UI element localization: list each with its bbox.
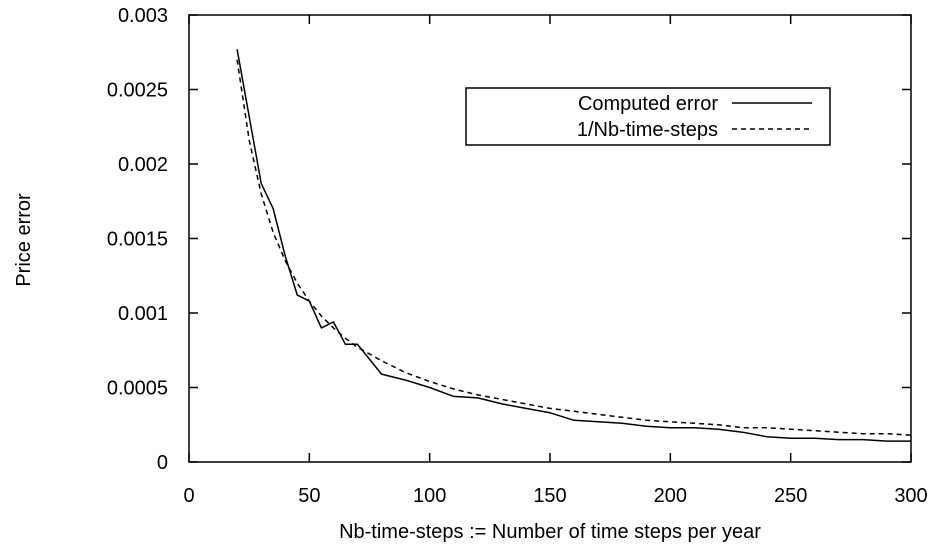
y-tick-label: 0.003 <box>118 5 168 27</box>
legend-label-inverse-steps: 1/Nb-time-steps <box>577 119 718 141</box>
y-tick-label: 0.0015 <box>107 229 168 251</box>
series-layer <box>236 49 912 442</box>
x-tick-label: 100 <box>413 485 446 507</box>
y-tick-label: 0 <box>157 452 168 474</box>
x-tick-label: 300 <box>894 485 927 507</box>
series-line-computed-error <box>236 49 911 442</box>
legend: Computed error 1/Nb-time-steps <box>465 87 831 146</box>
x-tick-label: 250 <box>774 485 807 507</box>
x-tick-labels: 0 50 100 150 200 250 300 <box>183 485 927 507</box>
y-tick-label: 0.001 <box>118 303 168 325</box>
y-axis-title: Price error <box>13 193 35 287</box>
y-tick-label: 0.0025 <box>107 80 168 102</box>
series-line-inverse-steps <box>236 59 912 436</box>
x-tick-label: 50 <box>298 485 320 507</box>
x-tick-label: 150 <box>533 485 566 507</box>
x-tick-label: 0 <box>183 485 194 507</box>
x-tick-label: 200 <box>654 485 687 507</box>
plot-frame <box>188 14 912 463</box>
tick-marks <box>188 14 912 463</box>
y-tick-labels: 0 0.0005 0.001 0.0015 0.002 0.0025 0.003 <box>107 5 168 474</box>
y-tick-label: 0.002 <box>118 154 168 176</box>
legend-label-computed-error: Computed error <box>578 93 718 115</box>
legend-box <box>465 87 831 146</box>
x-axis-title: Nb-time-steps := Number of time steps pe… <box>339 521 761 543</box>
y-tick-label: 0.0005 <box>107 378 168 400</box>
